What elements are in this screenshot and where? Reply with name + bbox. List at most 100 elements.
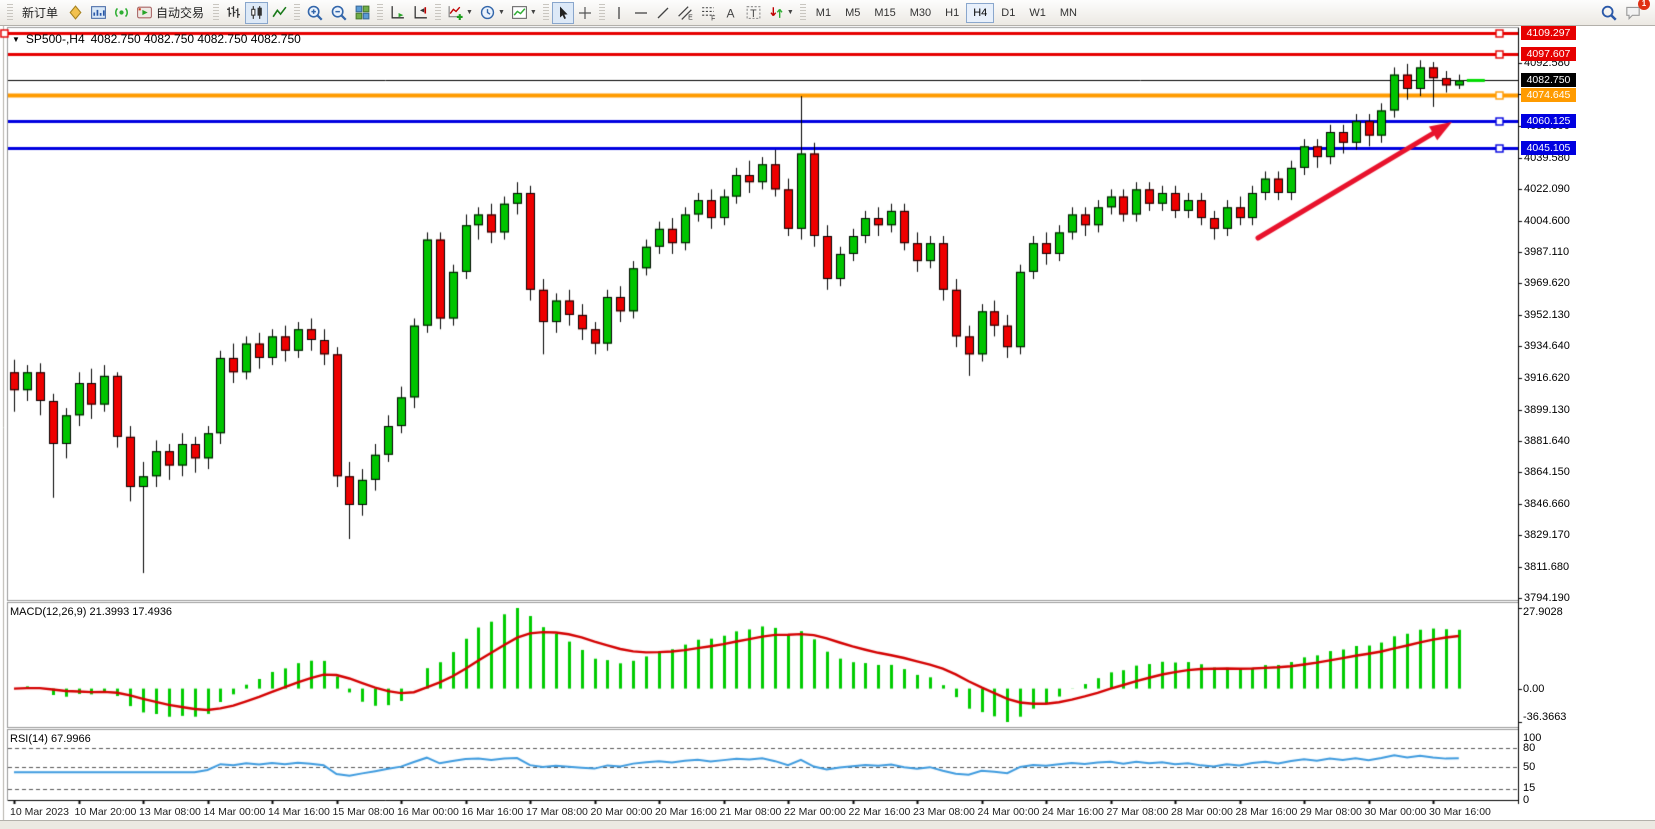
time-axis-label: 20 Mar 16:00 — [655, 806, 717, 818]
horizontal-line-button[interactable] — [630, 2, 652, 24]
fibonacci-icon: F — [700, 4, 717, 21]
toolbar-grip[interactable] — [7, 3, 13, 22]
price-tick-label: 3829.170 — [1524, 529, 1570, 542]
chart-shift-icon — [412, 4, 429, 21]
new-chart-icon — [90, 4, 107, 21]
zoom-in-button[interactable] — [303, 2, 327, 24]
time-axis-label: 29 Mar 08:00 — [1300, 806, 1362, 818]
line-chart-button[interactable] — [268, 2, 291, 24]
time-axis-label: 22 Mar 16:00 — [848, 806, 911, 818]
time-axis-label: 10 Mar 2023 — [10, 806, 69, 818]
chart-menu-arrow-icon[interactable]: ▼ — [12, 34, 20, 44]
rsi-indicator-label: RSI(14) 67.9966 — [10, 733, 91, 745]
hline-price-label: 4060.125 — [1521, 114, 1576, 129]
text-icon: A — [723, 5, 739, 21]
rsi-scale-label: 15 — [1523, 781, 1536, 794]
tile-windows-button[interactable] — [351, 2, 374, 24]
price-tick-label: 3794.190 — [1524, 591, 1570, 604]
bid-price-label: 4082.750 — [1521, 73, 1576, 88]
toolbar-grip[interactable] — [435, 3, 442, 22]
search-button[interactable] — [1597, 2, 1621, 24]
zoom-in-icon — [306, 4, 324, 22]
toolbar-grip[interactable] — [213, 3, 220, 22]
time-axis-label: 17 Mar 08:00 — [526, 806, 588, 818]
toolbar-grip[interactable] — [542, 3, 549, 22]
line-chart-icon — [271, 4, 288, 21]
timeframe-m30-button[interactable]: M30 — [903, 3, 938, 23]
timeframe-h1-button[interactable]: H1 — [938, 3, 966, 23]
toolbar-grip[interactable] — [799, 3, 806, 22]
pane-separator-rsi[interactable] — [0, 724, 1655, 730]
vertical-line-button[interactable] — [608, 2, 630, 24]
candlestick-button[interactable] — [245, 1, 269, 24]
vertical-line-icon — [611, 5, 627, 21]
indicators-icon — [447, 4, 464, 21]
macd-scale-label: 27.9028 — [1523, 606, 1563, 618]
timeframe-w1-button[interactable]: W1 — [1022, 3, 1053, 23]
time-axis-label: 14 Mar 16:00 — [268, 806, 330, 818]
time-axis-label: 28 Mar 16:00 — [1235, 806, 1298, 818]
notifications-button[interactable]: 1 — [1621, 0, 1650, 24]
price-tick-label: 4022.090 — [1524, 183, 1570, 196]
trendline-button[interactable] — [652, 2, 674, 24]
arrows-button[interactable]: ▼ — [765, 2, 797, 24]
hline-price-label: 4045.105 — [1521, 140, 1576, 155]
time-axis-label: 22 Mar 00:00 — [784, 806, 846, 818]
text-label-button[interactable]: T — [742, 2, 765, 24]
time-axis-label: 28 Mar 00:00 — [1171, 806, 1233, 818]
templates-button[interactable]: ▼ — [508, 2, 540, 24]
quotes-button[interactable] — [64, 2, 87, 24]
macd-indicator-label: MACD(12,26,9) 21.3993 17.4936 — [10, 606, 173, 618]
dropdown-arrow-icon: ▼ — [466, 9, 473, 16]
autotrading-button[interactable]: 自动交易 — [133, 2, 210, 24]
toolbar-grip[interactable] — [294, 3, 301, 22]
new-order-button[interactable]: 新订单 — [16, 2, 64, 24]
svg-text:A: A — [726, 6, 734, 20]
dropdown-arrow-icon: ▼ — [529, 9, 537, 16]
rsi-scale-label: 100 — [1523, 732, 1542, 744]
new-chart-button[interactable] — [87, 2, 110, 24]
timeframe-m5-button[interactable]: M5 — [838, 3, 867, 23]
chart-title-bar[interactable]: ▼ SP500-,H4 4082.750 4082.750 4082.750 4… — [12, 32, 301, 46]
signals-button[interactable] — [110, 2, 133, 24]
price-tick-label: 3899.130 — [1524, 403, 1570, 416]
text-button[interactable]: A — [720, 2, 742, 24]
chart-window: ▼ SP500-,H4 4082.750 4082.750 4082.750 4… — [0, 25, 1655, 829]
indicators-button[interactable]: ▼ — [444, 2, 476, 24]
window-bottom-strip — [0, 820, 1655, 829]
toolbar-grip[interactable] — [598, 3, 605, 22]
time-axis-label: 21 Mar 08:00 — [719, 806, 782, 818]
fibonacci-button[interactable]: F — [697, 2, 720, 24]
pane-separator-macd[interactable] — [0, 597, 1655, 603]
price-tick-label: 3881.640 — [1524, 435, 1570, 448]
price-tick-label: 3811.680 — [1524, 560, 1570, 573]
rsi-scale-label: 50 — [1523, 761, 1536, 773]
new-order-label: 新订单 — [22, 6, 59, 20]
trendline-icon — [655, 5, 671, 21]
timeframe-m15-button[interactable]: M15 — [867, 3, 902, 23]
tile-windows-icon — [354, 4, 371, 21]
toolbar-grip[interactable] — [377, 3, 384, 22]
bar-chart-button[interactable] — [222, 2, 245, 24]
auto-scroll-button[interactable] — [386, 2, 409, 24]
crosshair-icon — [577, 5, 593, 21]
equidistant-channel-button[interactable]: E — [674, 2, 697, 24]
hline-price-label: 4074.645 — [1521, 87, 1576, 102]
price-tick-label: 3934.640 — [1524, 340, 1570, 353]
chart-shift-button[interactable] — [409, 2, 432, 24]
time-axis-label: 15 Mar 08:00 — [332, 806, 395, 818]
time-axis-label: 16 Mar 16:00 — [461, 806, 524, 818]
price-chart-canvas[interactable] — [0, 26, 1655, 829]
timeframe-m1-button[interactable]: M1 — [809, 3, 838, 23]
periods-button[interactable]: ▼ — [476, 2, 508, 24]
zoom-out-button[interactable] — [327, 2, 351, 24]
toolbar: 新订单 自动交易 ▼ ▼ — [0, 0, 1655, 26]
timeframe-h4-button[interactable]: H4 — [966, 2, 995, 23]
price-tick-label: 3916.620 — [1524, 372, 1570, 385]
cursor-button[interactable] — [551, 1, 574, 24]
timeframe-mn-button[interactable]: MN — [1053, 3, 1084, 23]
timeframe-d1-button[interactable]: D1 — [994, 3, 1022, 23]
periods-icon — [479, 4, 496, 21]
time-axis-label: 23 Mar 08:00 — [913, 806, 975, 818]
crosshair-button[interactable] — [574, 2, 596, 24]
